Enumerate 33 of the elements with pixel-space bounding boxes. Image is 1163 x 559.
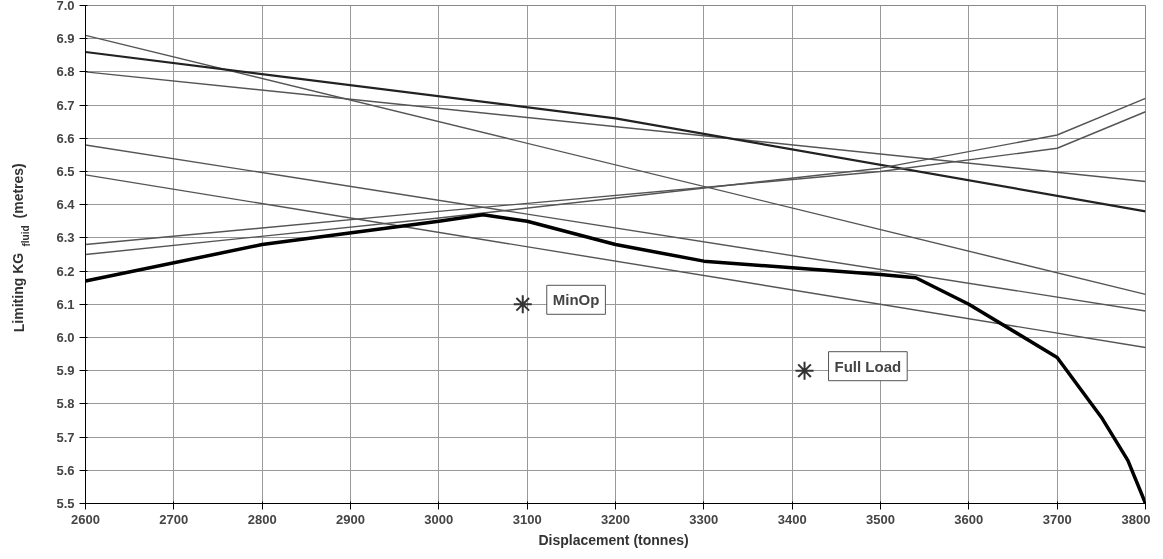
y-tick-label: 6.3 [56, 230, 75, 246]
y-tick-label: 5.8 [56, 396, 75, 412]
x-tick-label: 2800 [247, 511, 277, 527]
x-tick-label: 3200 [601, 511, 630, 527]
x-tick-label: 3100 [512, 511, 542, 527]
x-tick-label: 2900 [336, 511, 365, 527]
y-tick-label: 6.4 [56, 197, 76, 213]
x-tick-label: 3800 [1121, 511, 1151, 527]
x-tick-label: 3000 [424, 511, 454, 527]
y-tick-label: 6.9 [56, 31, 75, 47]
y-tick-label: 5.6 [56, 462, 75, 478]
x-tick-label: 3500 [866, 511, 895, 527]
annotation: Full Load [834, 357, 902, 375]
x-tick-label: 2600 [71, 511, 100, 527]
y-tick-label: 5.7 [56, 429, 75, 445]
x-axis-title: Displacement (tonnes) [538, 531, 689, 548]
annotation: MinOp [552, 291, 600, 309]
y-tick-label: 6.5 [56, 164, 75, 179]
y-axis-title: Limiting KGfluid (metres) [10, 163, 32, 333]
y-tick-label: 6.8 [56, 64, 75, 80]
x-tick-label: 3600 [954, 511, 984, 527]
y-tick-label: 5.5 [56, 496, 75, 511]
y-tick-label: 6.6 [56, 130, 75, 146]
y-tick-label: 6.2 [56, 263, 75, 279]
y-tick-label: 5.9 [56, 363, 75, 379]
y-tick-label: 6.1 [56, 296, 75, 312]
x-tick-label: 3300 [689, 511, 719, 527]
x-tick-label: 3400 [777, 511, 807, 527]
x-tick-label: 3700 [1042, 511, 1072, 527]
y-tick-label: 6.0 [56, 330, 75, 345]
x-tick-label: 2700 [159, 511, 189, 527]
y-tick-label: 6.7 [56, 97, 75, 113]
y-tick-label: 7.0 [56, 0, 75, 13]
